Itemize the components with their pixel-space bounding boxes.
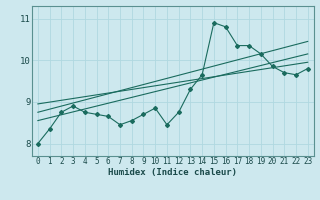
X-axis label: Humidex (Indice chaleur): Humidex (Indice chaleur) — [108, 168, 237, 177]
